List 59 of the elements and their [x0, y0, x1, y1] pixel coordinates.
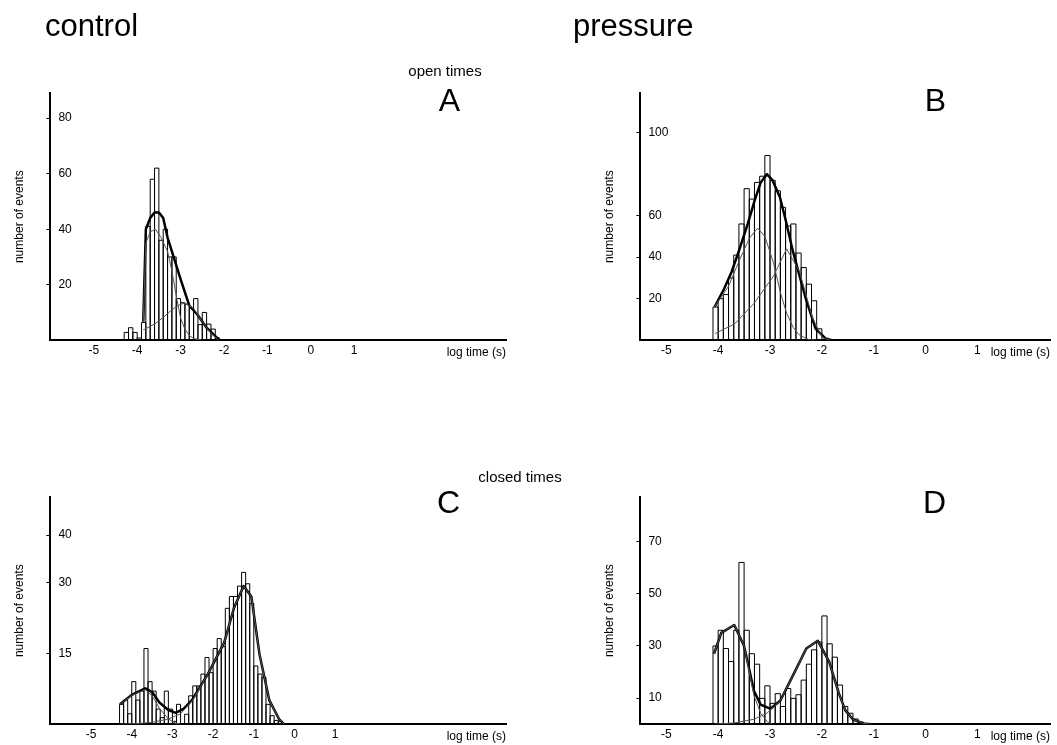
annotation: B: [924, 82, 946, 119]
x-tick-label: 0: [922, 342, 930, 357]
y-tick-label: 60: [648, 207, 663, 222]
x-tick-label: -2: [816, 342, 828, 357]
y-tick-label: 50: [648, 586, 663, 601]
y-tick-label: 30: [648, 638, 663, 653]
x-tick-label: -5: [660, 342, 672, 357]
x-axis-title: log time (s): [446, 345, 506, 360]
y-tick-label: 40: [58, 221, 73, 236]
x-tick-label: -2: [218, 342, 230, 357]
x-tick-label: -4: [126, 726, 138, 741]
x-tick-label: -3: [764, 342, 776, 357]
x-tick-label: -2: [816, 726, 828, 741]
y-tick-label: 100: [648, 124, 669, 139]
y-axis-title: number of events: [11, 170, 26, 264]
y-tick-label: 10: [648, 690, 663, 705]
y-tick-label: 80: [58, 110, 73, 125]
x-tick-label: -1: [248, 726, 260, 741]
x-tick-label: 1: [974, 342, 982, 357]
x-tick-label: -2: [207, 726, 219, 741]
x-tick-label: 1: [350, 342, 358, 357]
x-tick-label: -5: [88, 342, 100, 357]
y-tick-label: 20: [648, 291, 663, 305]
x-tick-label: 0: [291, 726, 299, 741]
y-tick-label: 40: [648, 249, 663, 264]
x-tick-label: 1: [974, 726, 982, 741]
chart-subtitle: closed times: [478, 468, 562, 485]
x-tick-label: -1: [868, 342, 880, 357]
x-tick-label: -1: [262, 342, 274, 357]
x-tick-label: -1: [868, 726, 880, 741]
x-tick-label: -3: [175, 342, 187, 357]
y-tick-label: 70: [648, 533, 663, 548]
annotation: D: [922, 484, 946, 521]
x-axis-title: log time (s): [446, 729, 506, 744]
x-tick-label: -3: [167, 726, 179, 741]
annotation: A: [438, 82, 460, 119]
x-tick-label: -4: [131, 342, 143, 357]
x-tick-label: 0: [922, 726, 930, 741]
y-axis-title: number of events: [11, 564, 26, 658]
x-axis-title: log time (s): [990, 345, 1050, 360]
x-tick-label: -5: [85, 726, 97, 741]
annotation: C: [436, 484, 460, 521]
chart-title: control: [45, 8, 139, 44]
y-tick-label: 15: [58, 645, 73, 660]
x-tick-label: -3: [764, 726, 776, 741]
x-tick-label: -5: [660, 726, 672, 741]
x-tick-label: 1: [331, 726, 339, 741]
y-tick-label: 20: [58, 277, 73, 292]
chart-subtitle: open times: [408, 62, 482, 79]
x-tick-label: -4: [712, 726, 724, 741]
chart-title: pressure: [573, 8, 694, 44]
y-axis-title: number of events: [601, 564, 616, 658]
x-axis-title: log time (s): [990, 729, 1050, 744]
y-tick-label: 40: [58, 527, 73, 542]
y-tick-label: 30: [58, 574, 73, 589]
y-axis-title: number of events: [601, 170, 616, 264]
y-tick-label: 60: [58, 166, 73, 180]
x-tick-label: -4: [712, 342, 724, 357]
x-tick-label: 0: [307, 342, 315, 357]
